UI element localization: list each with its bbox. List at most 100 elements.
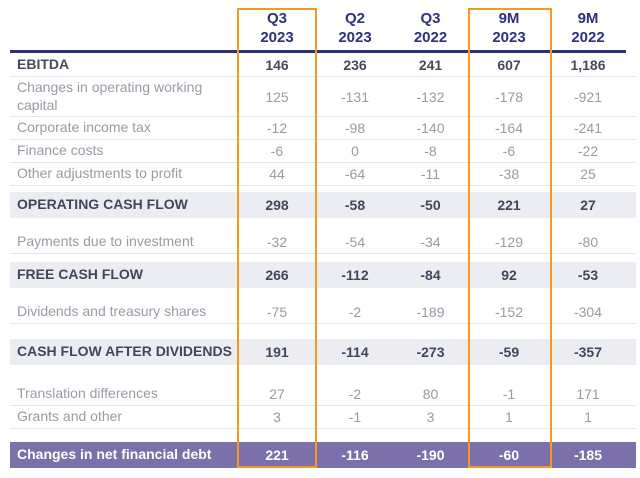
table-row-translation-differences: Translation differences 27 -2 80 -1 171 (10, 383, 636, 406)
value-cell: -2 (348, 386, 362, 402)
row-label: Grants and other (17, 408, 123, 425)
value-cell: -12 (266, 120, 288, 136)
value-cell: -1 (348, 409, 362, 425)
column-header-year: 2023 (338, 28, 372, 46)
value-cell: -60 (498, 447, 520, 463)
value-cell: -84 (420, 267, 441, 283)
column-header-year: 2023 (492, 28, 526, 46)
row-label: Translation differences (17, 385, 158, 402)
table-row-grants-and-other: Grants and other 3 -1 3 1 1 (10, 406, 636, 429)
table-header-row: Q3 2023 Q2 2023 Q3 2022 9M 2023 9M 2022 (10, 8, 636, 50)
value-cell: 125 (265, 88, 289, 105)
value-cell: -241 (573, 120, 603, 136)
value-cell: -114 (341, 344, 369, 360)
value-cell: -50 (420, 197, 441, 213)
table-row-ebitda: EBITDA 146 236 241 607 1,186 (10, 53, 636, 77)
row-label: Dividends and treasury shares (17, 303, 207, 320)
value-cell: -152 (494, 304, 524, 320)
value-cell: 92 (501, 267, 517, 283)
row-label: Changes in operating working capital (17, 79, 203, 113)
table-row-free-cash-flow: FREE CASH FLOW 266 -112 -84 92 -53 (10, 262, 636, 288)
value-cell: -190 (416, 447, 445, 463)
column-header-period: Q3 (420, 10, 441, 28)
row-label: Changes in net financial debt (17, 446, 212, 463)
column-header-year: 2023 (260, 28, 294, 46)
value-cell: -140 (416, 120, 445, 136)
value-cell: -34 (420, 234, 441, 250)
financial-table: Q3 2023 Q2 2023 Q3 2022 9M 2023 9M 2022 EBITDA 146… (10, 8, 636, 468)
value-cell: -2 (348, 304, 362, 320)
value-cell: -6 (270, 143, 284, 159)
column-header-q2-2023: Q2 2023 (317, 10, 393, 47)
table-row-payments-due-to-investment: Payments due to investment -32 -54 -34 -129 -… (10, 231, 636, 254)
value-cell: -164 (494, 120, 524, 136)
row-label: Finance costs (17, 142, 104, 159)
column-header-9m-2023: 9M 2023 (468, 10, 550, 47)
table-row-changes-in-operating-working-capital: Changes in operating working capital 125 -… (10, 77, 636, 117)
value-cell: -131 (340, 88, 370, 105)
table-row-other-adjustments-to-profit: Other adjustments to profit 44 -64 -11 -38 25 (10, 163, 636, 186)
value-cell: -38 (498, 166, 520, 182)
value-cell: 146 (265, 56, 289, 73)
column-header-year: 2022 (413, 28, 448, 46)
row-label: Corporate income tax (17, 119, 151, 136)
table-row-operating-cash-flow: OPERATING CASH FLOW 298 -58 -50 221 27 (10, 192, 636, 218)
value-cell: -304 (573, 304, 603, 320)
table-row-changes-in-net-financial-debt: Changes in net financial debt 221 -116 -190… (10, 442, 636, 468)
value-cell: -189 (416, 304, 445, 320)
value-cell: 298 (265, 197, 289, 213)
value-cell: -921 (573, 88, 603, 105)
row-label: OPERATING CASH FLOW (17, 196, 188, 213)
value-cell: 27 (580, 197, 596, 213)
table-row-finance-costs: Finance costs -6 0 -8 -6 -22 (10, 140, 636, 163)
value-cell: -129 (494, 234, 524, 250)
column-header-q3-2023: Q3 2023 (237, 10, 317, 47)
column-header-period: Q2 (344, 10, 365, 28)
column-header-year: 2022 (571, 28, 605, 46)
header-divider-rule (10, 50, 626, 53)
value-cell: 266 (265, 267, 289, 283)
value-cell: -116 (341, 447, 369, 463)
value-cell: -22 (577, 143, 599, 159)
value-cell: -98 (344, 120, 366, 136)
value-cell: 1,186 (570, 56, 606, 73)
value-cell: -58 (344, 197, 366, 213)
value-cell: 221 (265, 447, 289, 463)
table-body: EBITDA 146 236 241 607 1,186 Changes in operat… (10, 53, 636, 468)
value-cell: 44 (269, 166, 285, 182)
value-cell: 241 (418, 56, 443, 73)
column-header-period: Q3 (266, 10, 287, 28)
value-cell: 3 (426, 409, 435, 425)
value-cell: -59 (498, 344, 520, 360)
value-cell: -8 (424, 143, 437, 159)
value-cell: -185 (573, 447, 603, 463)
row-label: Other adjustments to profit (17, 165, 182, 182)
column-header-period: 9M (498, 10, 520, 28)
value-cell: 221 (497, 197, 521, 213)
value-cell: 191 (265, 344, 289, 360)
table-row-dividends-and-treasury-shares: Dividends and treasury shares -75 -2 -189 -1… (10, 301, 636, 324)
value-cell: 236 (343, 56, 367, 73)
value-cell: 80 (422, 386, 439, 402)
value-cell: 171 (576, 386, 600, 402)
value-cell: 1 (505, 409, 513, 425)
value-cell: 25 (580, 166, 596, 182)
value-cell: -32 (266, 234, 288, 250)
value-cell: -80 (577, 234, 599, 250)
row-label: EBITDA (17, 55, 70, 72)
value-cell: -112 (341, 267, 369, 283)
value-cell: -75 (266, 304, 288, 320)
row-label: Payments due to investment (17, 233, 194, 250)
value-cell: 607 (497, 56, 521, 73)
value-cell: -357 (573, 344, 603, 360)
value-cell: -1 (502, 386, 516, 402)
row-label: CASH FLOW AFTER DIVIDENDS (17, 343, 232, 360)
value-cell: -54 (344, 234, 366, 250)
value-cell: -178 (494, 88, 524, 105)
value-cell: 27 (269, 386, 285, 402)
row-label: FREE CASH FLOW (17, 266, 143, 283)
column-header-period: 9M (577, 10, 599, 28)
value-cell: -64 (344, 166, 366, 182)
value-cell: 3 (273, 409, 281, 425)
value-cell: 1 (584, 409, 592, 425)
